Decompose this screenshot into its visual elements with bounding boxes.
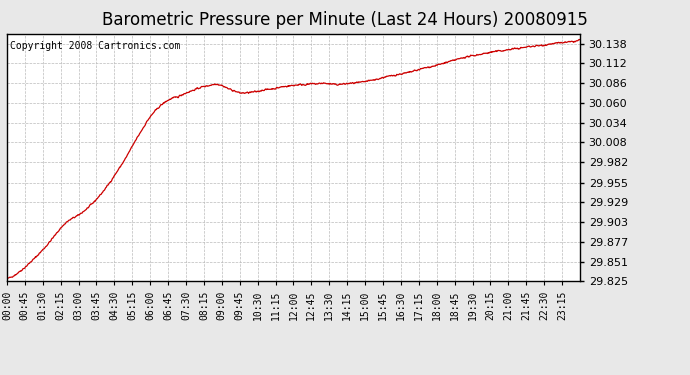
- Text: Copyright 2008 Cartronics.com: Copyright 2008 Cartronics.com: [10, 41, 180, 51]
- Text: Barometric Pressure per Minute (Last 24 Hours) 20080915: Barometric Pressure per Minute (Last 24 …: [102, 11, 588, 29]
